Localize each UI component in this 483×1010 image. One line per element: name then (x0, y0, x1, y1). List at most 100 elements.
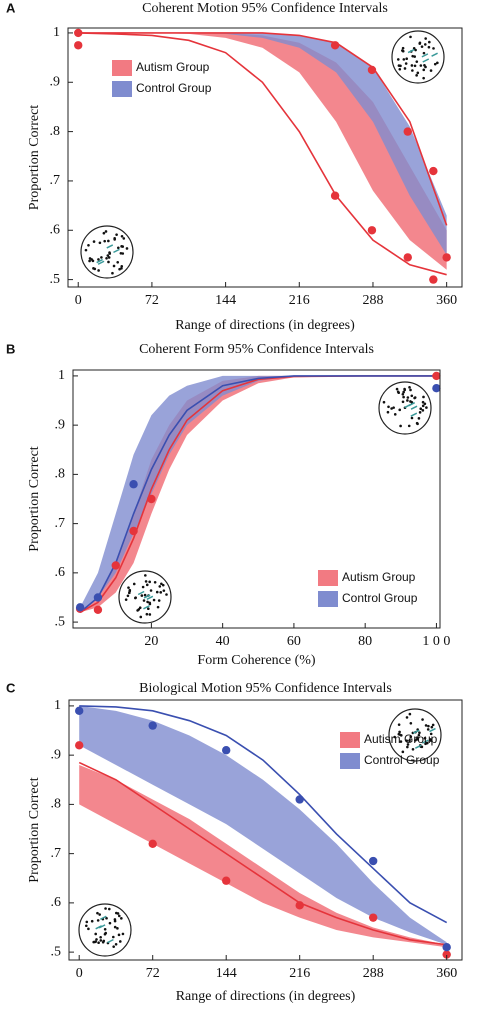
stimulus-dot (405, 57, 408, 61)
x-tick-label: 20 (144, 634, 158, 649)
stimulus-dot (427, 45, 431, 49)
data-point (432, 371, 441, 381)
legend-swatch (318, 570, 338, 586)
stimulus-arrow (98, 924, 106, 929)
stimulus-dot (147, 607, 150, 611)
panel-label: A (6, 0, 16, 15)
stimulus-dot (397, 391, 401, 395)
stimulus-dot (411, 747, 415, 751)
data-point (429, 166, 438, 176)
data-point (295, 901, 304, 910)
stimulus-dot (157, 599, 161, 602)
stimulus-dot (415, 60, 419, 63)
stimulus-dot (114, 942, 118, 946)
stimulus-dot (98, 913, 101, 916)
stimulus-dot (98, 241, 102, 245)
stimulus-arrow (431, 52, 438, 57)
stimulus-dot (112, 945, 115, 948)
panel-label: B (6, 341, 15, 356)
stimulus-dot (120, 267, 123, 270)
stimulus-dot (417, 733, 421, 737)
data-point (368, 913, 378, 922)
stimulus-dot (421, 409, 425, 412)
stimulus-dot (409, 735, 413, 739)
stimulus-dot (416, 422, 419, 426)
chart-title: Coherent Motion 95% Confidence Intervals (142, 1, 388, 16)
stimulus-arrow (404, 403, 411, 409)
stimulus-dot (158, 585, 162, 588)
stimulus-arrow (146, 595, 154, 600)
stimulus-dot (120, 917, 123, 920)
stimulus-dot (128, 588, 132, 592)
plot-frame (72, 369, 441, 629)
x-tick-label: 60 (287, 634, 301, 649)
stimulus-dot (105, 256, 108, 260)
legend-label: Autism Group (342, 570, 416, 584)
stimulus-dot (116, 260, 120, 264)
stimulus-dot (105, 916, 108, 920)
data-point (75, 741, 84, 750)
stimulus-dot (398, 67, 402, 71)
stimulus-dot (415, 74, 418, 77)
stimulus-dot (408, 739, 411, 743)
stimulus-dot (112, 935, 115, 939)
data-point (429, 275, 438, 284)
stimulus-dot (118, 940, 122, 943)
stimulus-dot (85, 920, 89, 924)
stimulus-dot (409, 388, 412, 392)
stimulus-dot (113, 925, 117, 929)
x-tick-label: 0 (76, 966, 83, 981)
legend-label: Control Group (342, 591, 418, 605)
stimulus-dot (90, 919, 94, 923)
stimulus-icon (80, 225, 134, 279)
stimulus-dot (117, 246, 120, 250)
stimulus-dot (419, 64, 423, 67)
y-tick-label: 1 (58, 368, 65, 383)
stimulus-dot (155, 590, 159, 594)
stimulus-dot (398, 408, 402, 412)
stimulus-dot (132, 582, 136, 586)
stimulus-dot (429, 738, 432, 741)
stimulus-dot (104, 931, 108, 935)
data-point (442, 950, 451, 959)
legend-label: Control Group (364, 753, 440, 767)
stimulus-dot (413, 739, 417, 742)
stimulus-arrow (421, 53, 429, 58)
stimulus-dot (107, 239, 110, 243)
stimulus-dot (398, 730, 401, 734)
stimulus-dot (416, 71, 420, 75)
data-point (148, 839, 157, 848)
confidence-band (78, 32, 447, 255)
stimulus-dot (113, 237, 116, 240)
stimulus-dot (96, 911, 99, 915)
stimulus-dot (429, 732, 433, 736)
stimulus-dot (402, 395, 405, 399)
stimulus-dot (100, 256, 103, 259)
stimulus-dot (423, 736, 427, 740)
stimulus-dot (102, 939, 106, 943)
stimulus-dot (111, 271, 114, 275)
stimulus-dot (120, 234, 124, 238)
stimulus-dot (433, 62, 437, 66)
stimulus-dot (92, 240, 96, 243)
stimulus-dot (401, 49, 404, 52)
stimulus-dot (386, 410, 390, 414)
stimulus-dot (121, 252, 125, 255)
stimulus-dot (399, 740, 403, 743)
legend-label: Autism Group (136, 60, 210, 74)
data-point (442, 942, 451, 952)
data-point (442, 253, 451, 262)
stimulus-dot (396, 58, 400, 61)
data-point (222, 746, 231, 755)
stimulus-dot (103, 239, 106, 243)
stimulus-dot (145, 612, 149, 616)
legend-label: Control Group (136, 81, 212, 95)
stimulus-dot (97, 941, 100, 944)
plot-frame (67, 27, 463, 288)
data-point (368, 856, 378, 866)
stimulus-dot (407, 424, 411, 428)
confidence-band (79, 705, 447, 945)
data-point (111, 561, 120, 570)
stimulus-dot (104, 907, 107, 910)
stimulus-dot (143, 593, 147, 597)
